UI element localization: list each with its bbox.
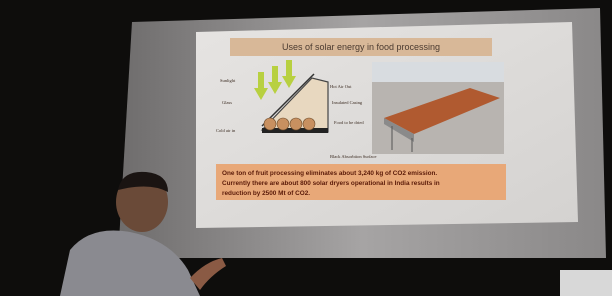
diagram-label: Hot Air Out — [330, 84, 352, 89]
diagram-label: Cold air in — [216, 128, 236, 133]
caption-line: Currently there are about 800 solar drye… — [222, 180, 440, 187]
diagram-label: Glass — [222, 100, 232, 105]
photo: Uses of solar energy in food processing … — [0, 0, 612, 296]
diagram-label: Insulated Casing — [332, 100, 363, 105]
diagram-label: Food to be dried — [334, 120, 364, 125]
diagram-label: Sunlight — [220, 78, 236, 83]
slide-title: Uses of solar energy in food processing — [282, 42, 440, 52]
dryer-photo — [372, 62, 504, 154]
diagram-label: Black Absorbtion Surface — [330, 154, 377, 159]
chair — [560, 270, 612, 296]
caption-line: One ton of fruit processing eliminates a… — [222, 170, 437, 177]
caption-line: reduction by 2500 Mt of CO2. — [222, 190, 310, 197]
